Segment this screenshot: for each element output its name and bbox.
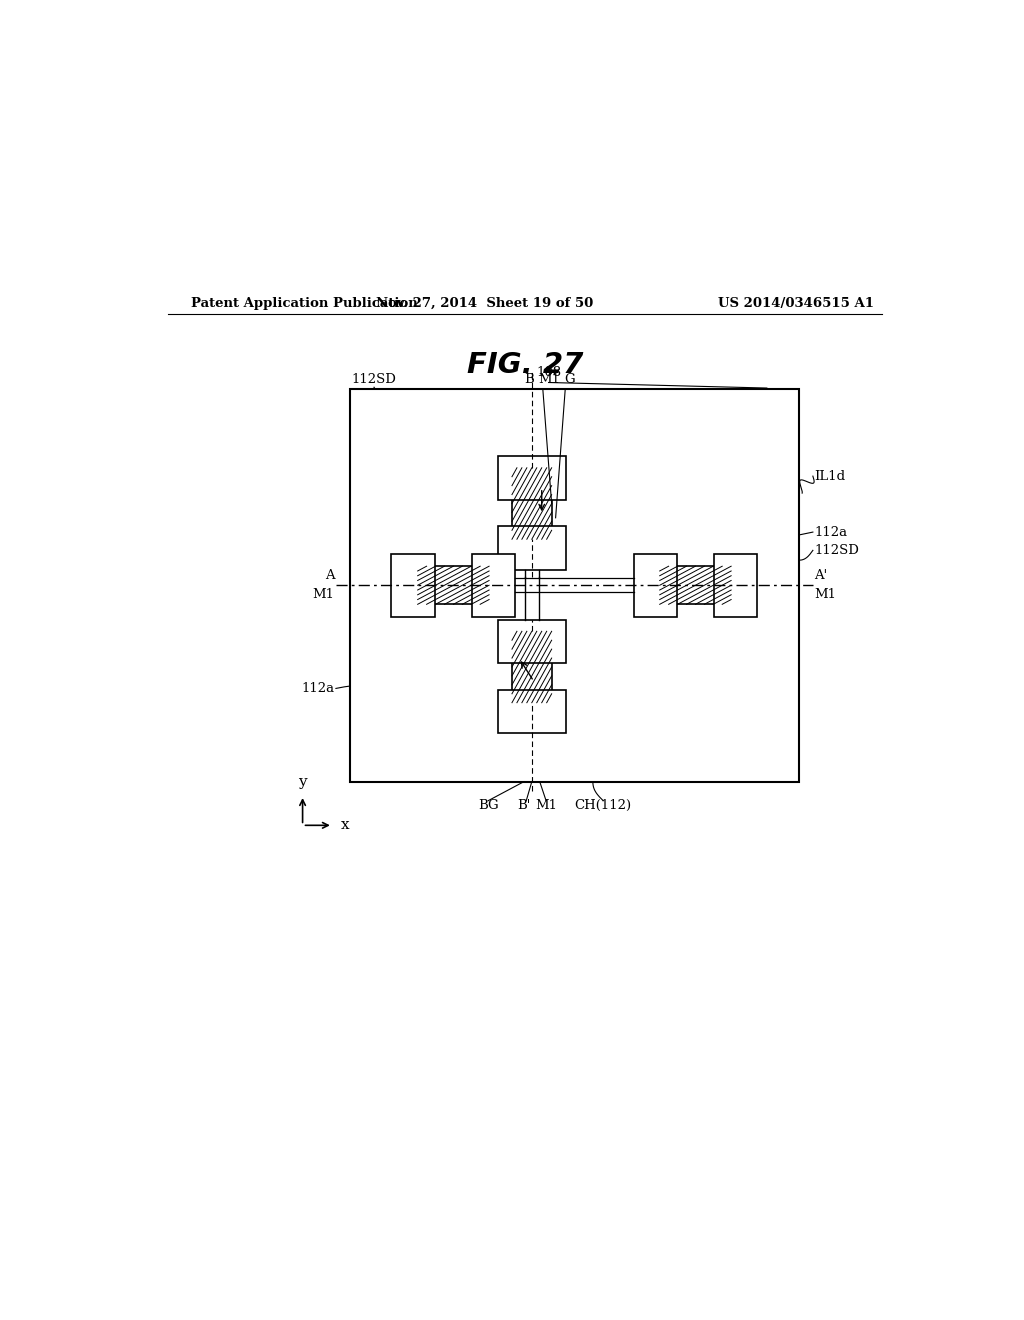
Text: y: y xyxy=(298,775,307,789)
Text: IL1d: IL1d xyxy=(814,470,846,483)
Text: M1: M1 xyxy=(814,589,837,602)
Text: B': B' xyxy=(517,799,530,812)
Text: Nov. 27, 2014  Sheet 19 of 50: Nov. 27, 2014 Sheet 19 of 50 xyxy=(377,297,594,310)
Text: 112SD: 112SD xyxy=(351,374,396,387)
Text: 108: 108 xyxy=(536,367,561,379)
Bar xyxy=(634,553,677,616)
Bar xyxy=(659,566,731,605)
Text: B: B xyxy=(524,374,535,387)
Bar xyxy=(498,457,565,500)
Bar xyxy=(472,553,515,616)
Text: A': A' xyxy=(814,569,827,582)
Bar xyxy=(512,467,552,540)
Text: M1: M1 xyxy=(539,374,560,387)
Text: x: x xyxy=(341,818,349,833)
Text: G: G xyxy=(564,374,575,387)
Text: Patent Application Publication: Patent Application Publication xyxy=(191,297,418,310)
Bar xyxy=(418,566,489,605)
Text: BG: BG xyxy=(478,799,499,812)
Bar xyxy=(512,631,552,702)
Text: US 2014/0346515 A1: US 2014/0346515 A1 xyxy=(718,297,873,310)
Text: M1: M1 xyxy=(312,589,334,602)
Text: 112a: 112a xyxy=(814,525,848,539)
Text: 112a: 112a xyxy=(301,682,334,694)
Bar xyxy=(350,389,799,781)
Text: CH(112): CH(112) xyxy=(574,799,632,812)
Text: FIG. 27: FIG. 27 xyxy=(467,351,583,379)
Text: 112SD: 112SD xyxy=(814,544,859,557)
Text: M1: M1 xyxy=(536,799,557,812)
Text: A: A xyxy=(325,569,334,582)
Bar xyxy=(391,553,435,616)
Bar xyxy=(714,553,758,616)
Bar xyxy=(498,689,565,734)
Bar xyxy=(498,620,565,664)
Bar xyxy=(498,527,565,570)
